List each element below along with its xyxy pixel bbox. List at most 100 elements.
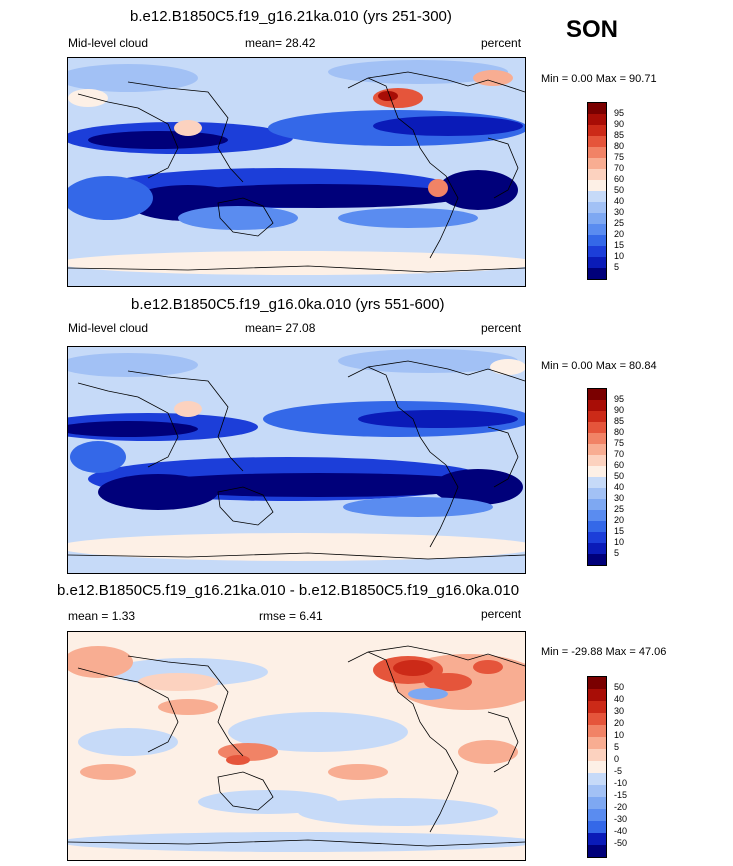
panel-2-map — [67, 346, 526, 574]
panel-3-mean-label: mean = 1.33 — [68, 609, 136, 623]
cbar-label: 30 — [614, 706, 625, 716]
cbar-swatch — [588, 268, 606, 279]
cbar-label: 5 — [614, 548, 620, 558]
cbar-label: 40 — [614, 196, 625, 206]
panel-1-map — [67, 57, 526, 287]
panel-1-title: b.e12.B1850C5.f19_g16.21ka.010 (yrs 251-… — [130, 8, 452, 25]
cbar-label: -15 — [614, 790, 628, 800]
panel-3-rmse-label: rmse = 6.41 — [259, 609, 323, 623]
cbar-swatch — [588, 224, 606, 235]
panel-1-units-label: percent — [481, 36, 522, 50]
cbar-label: 10 — [614, 251, 625, 261]
cbar-swatch — [588, 477, 606, 488]
cbar-label: 80 — [614, 141, 625, 151]
cbar-swatch — [588, 701, 606, 713]
cbar-label: 5 — [614, 742, 620, 752]
panel-2-minmax: Min = 0.00 Max = 80.84 — [541, 360, 657, 372]
cbar-label: 80 — [614, 427, 625, 437]
panel-3-title: b.e12.B1850C5.f19_g16.21ka.010 - b.e12.B… — [57, 582, 520, 599]
difference-field — [68, 646, 525, 852]
cbar-label: 95 — [614, 108, 625, 118]
cbar-swatch — [588, 543, 606, 554]
season-label: SON — [566, 16, 619, 43]
cbar-label: -50 — [614, 838, 628, 848]
cbar-swatch — [588, 444, 606, 455]
cbar-swatch — [588, 554, 606, 565]
cbar-label: 15 — [614, 526, 625, 536]
cbar-label: -10 — [614, 778, 628, 788]
cbar-label: 5 — [614, 262, 620, 272]
cbar-label: 50 — [614, 471, 625, 481]
cbar-swatch — [588, 213, 606, 224]
cbar-swatch — [588, 689, 606, 701]
panel-1-minmax: Min = 0.00 Max = 90.71 — [541, 73, 657, 85]
cbar-swatch — [588, 821, 606, 833]
cbar-label: 75 — [614, 152, 625, 162]
panel-3-map — [67, 631, 526, 861]
cbar-label: 10 — [614, 730, 625, 740]
panel-1-variable-label: Mid-level cloud — [68, 36, 149, 50]
cbar-label: 75 — [614, 438, 625, 448]
cbar-label: 20 — [614, 718, 625, 728]
panel-2-title: b.e12.B1850C5.f19_g16.0ka.010 (yrs 551-6… — [131, 296, 445, 313]
cbar-swatch — [588, 202, 606, 213]
cbar-label: 70 — [614, 163, 625, 173]
cbar-label: 10 — [614, 537, 625, 547]
cbar-swatch — [588, 191, 606, 202]
panel-2-variable-label: Mid-level cloud — [68, 321, 149, 335]
cbar-label: 50 — [614, 682, 625, 692]
cbar-swatch — [588, 180, 606, 191]
cbar-label: 70 — [614, 449, 625, 459]
cbar-label: 40 — [614, 694, 625, 704]
cbar-swatch — [588, 147, 606, 158]
cbar-swatch — [588, 749, 606, 761]
cbar-label: 30 — [614, 207, 625, 217]
cbar-swatch — [588, 246, 606, 257]
cbar-swatch — [588, 809, 606, 821]
cloud-field — [68, 349, 525, 561]
cbar-swatch — [588, 797, 606, 809]
cbar-swatch — [588, 466, 606, 477]
cbar-label: 90 — [614, 405, 625, 415]
cloud-field — [68, 60, 525, 275]
cbar-swatch — [588, 400, 606, 411]
cbar-label: 30 — [614, 493, 625, 503]
cbar-label: 85 — [614, 130, 625, 140]
cbar-swatch — [588, 532, 606, 543]
cbar-swatch — [588, 158, 606, 169]
cbar-label: 95 — [614, 394, 625, 404]
cbar-label: -5 — [614, 766, 623, 776]
cbar-swatch — [588, 761, 606, 773]
cbar-swatch — [588, 114, 606, 125]
cbar-swatch — [588, 833, 606, 845]
panel-3-units-label: percent — [481, 607, 522, 621]
cbar-swatch — [588, 103, 606, 114]
cbar-label: 50 — [614, 185, 625, 195]
panel-2-units-label: percent — [481, 321, 522, 335]
coastlines — [68, 360, 525, 560]
cbar-swatch — [588, 677, 606, 689]
cbar-swatch — [588, 488, 606, 499]
cbar-label: -30 — [614, 814, 628, 824]
cbar-label: 20 — [614, 515, 625, 525]
cbar-swatch — [588, 169, 606, 180]
panel-1-mean-label: mean= 28.42 — [245, 36, 316, 50]
cbar-swatch — [588, 725, 606, 737]
cbar-swatch — [588, 136, 606, 147]
cbar-label: 15 — [614, 240, 625, 250]
coastlines — [68, 71, 525, 273]
cbar-label: 0 — [614, 754, 620, 764]
cbar-swatch — [588, 125, 606, 136]
cbar-swatch — [588, 785, 606, 797]
cbar-label: 90 — [614, 119, 625, 129]
panel-3-minmax: Min = -29.88 Max = 47.06 — [541, 646, 667, 658]
cbar-swatch — [588, 389, 606, 400]
cbar-swatch — [588, 737, 606, 749]
cbar-swatch — [588, 521, 606, 532]
cbar-swatch — [588, 510, 606, 521]
coastlines — [68, 645, 525, 847]
cbar-label: -40 — [614, 826, 628, 836]
cbar-label: 25 — [614, 218, 625, 228]
cbar-label: -20 — [614, 802, 628, 812]
cbar-swatch — [588, 845, 606, 857]
